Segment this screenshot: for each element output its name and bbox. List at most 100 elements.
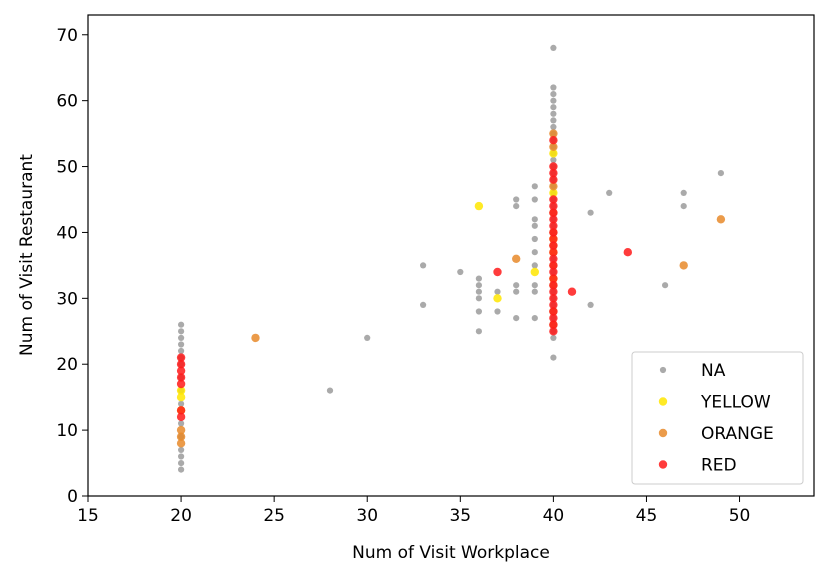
x-axis-label: Num of Visit Workplace xyxy=(352,543,550,563)
point-red xyxy=(549,274,558,283)
point-red xyxy=(549,287,558,296)
point-yellow xyxy=(530,267,539,277)
point-na xyxy=(531,235,538,243)
x-tick-label: 35 xyxy=(449,506,471,526)
point-na xyxy=(420,301,427,308)
point-na xyxy=(531,249,538,256)
point-yellow xyxy=(549,149,558,158)
point-yellow xyxy=(549,188,558,198)
point-orange xyxy=(549,142,558,151)
plot-frame xyxy=(87,14,815,497)
x-tick-label: 30 xyxy=(356,506,378,526)
point-na xyxy=(550,91,557,98)
legend-label-red: RED xyxy=(701,456,737,476)
point-orange xyxy=(176,425,186,435)
point-red xyxy=(549,168,558,178)
y-axis-label: Num of Visit Restaurant xyxy=(17,154,37,356)
point-orange xyxy=(251,333,260,343)
point-red xyxy=(549,261,558,270)
point-red xyxy=(549,215,558,224)
point-na xyxy=(550,117,557,124)
legend-label-na: NA xyxy=(701,361,726,381)
point-yellow xyxy=(176,393,186,402)
point-na xyxy=(550,104,557,111)
point-na xyxy=(550,354,557,361)
point-na xyxy=(531,282,538,289)
point-yellow xyxy=(493,294,502,303)
point-na xyxy=(178,328,185,335)
point-na xyxy=(531,196,538,203)
legend-marker-red xyxy=(658,460,668,469)
legend-box xyxy=(631,351,804,485)
y-tick-label: 10 xyxy=(56,421,78,441)
point-red xyxy=(549,175,558,184)
point-red xyxy=(176,366,186,375)
point-na xyxy=(475,295,482,302)
point-na xyxy=(178,334,185,341)
legend-label-orange: ORANGE xyxy=(701,424,774,444)
point-orange xyxy=(549,182,558,191)
point-na xyxy=(420,262,427,269)
point-red xyxy=(549,221,558,230)
point-red xyxy=(176,353,186,362)
point-red xyxy=(549,201,558,211)
point-yellow xyxy=(474,201,484,211)
point-red xyxy=(549,228,558,237)
point-red xyxy=(623,248,632,257)
point-na xyxy=(364,334,371,341)
point-na xyxy=(475,282,482,289)
point-orange xyxy=(512,254,521,263)
point-red xyxy=(493,267,502,277)
point-red xyxy=(549,241,558,250)
point-na xyxy=(475,288,482,295)
point-red xyxy=(549,327,558,336)
point-na xyxy=(513,315,520,322)
point-red xyxy=(549,195,558,204)
point-na xyxy=(606,189,613,196)
point-orange xyxy=(716,215,726,224)
point-na xyxy=(717,170,725,177)
point-na xyxy=(550,110,557,117)
x-tick-label: 20 xyxy=(170,506,192,526)
point-red xyxy=(549,254,558,263)
point-na xyxy=(178,460,185,467)
y-tick-label: 20 xyxy=(56,355,78,375)
legend-label-yellow: YELLOW xyxy=(700,393,771,413)
point-red xyxy=(549,208,558,217)
point-red xyxy=(549,313,558,323)
point-na xyxy=(680,189,687,196)
point-na xyxy=(178,453,185,460)
point-red xyxy=(549,267,558,277)
point-red xyxy=(549,136,558,145)
point-na xyxy=(662,282,669,289)
point-red xyxy=(549,320,558,329)
point-na xyxy=(531,315,538,322)
point-na xyxy=(531,216,538,223)
point-na xyxy=(531,183,538,190)
point-na xyxy=(475,275,482,282)
point-na xyxy=(550,44,557,52)
point-red xyxy=(549,307,558,316)
point-red xyxy=(176,360,186,369)
point-na xyxy=(494,308,501,315)
point-na xyxy=(531,222,538,229)
point-na xyxy=(475,308,482,315)
point-na xyxy=(513,282,520,289)
legend: NA YELLOW ORANGE RED xyxy=(631,351,804,485)
point-red xyxy=(549,294,558,303)
y-tick-label: 50 xyxy=(56,158,78,178)
point-red xyxy=(549,234,558,244)
y-tick-label: 0 xyxy=(67,487,78,507)
points-layer xyxy=(176,44,726,473)
x-tick-label: 40 xyxy=(543,506,565,526)
legend-marker-na xyxy=(659,366,667,374)
point-na xyxy=(513,196,520,203)
point-na xyxy=(178,420,185,427)
legend-marker-yellow xyxy=(658,397,668,406)
y-tick-label: 30 xyxy=(56,289,78,309)
point-na xyxy=(475,328,482,335)
y-axis: 0 10 20 30 40 50 60 70 xyxy=(56,26,88,507)
point-na xyxy=(550,334,557,341)
